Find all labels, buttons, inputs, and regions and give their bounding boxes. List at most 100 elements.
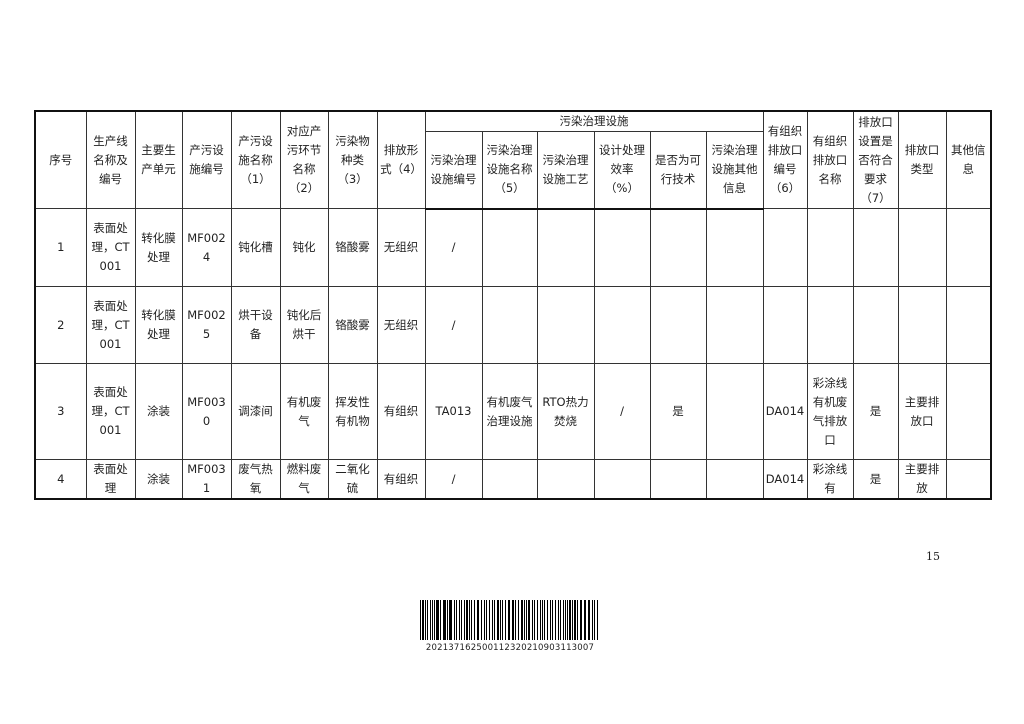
barcode-bar: [591, 600, 593, 640]
column-group-header: 污染治理设施: [424, 110, 764, 132]
table-cell: [705, 363, 764, 460]
table-cell: 钝化: [279, 208, 329, 287]
column-subheader: 是否为可行技术: [649, 131, 707, 210]
barcode-bar: [583, 600, 585, 640]
barcode-bar: [579, 600, 582, 640]
table-cell: 调漆间: [230, 363, 281, 460]
table-cell: 挥发性有机物: [327, 363, 378, 460]
barcode-bar: [453, 600, 455, 640]
table-cell: RTO热力焚烧: [536, 363, 595, 460]
barcode-bar: [464, 600, 466, 640]
column-header: 生产线名称及编号: [85, 110, 136, 209]
barcode-bar: [446, 600, 448, 640]
barcode-bar: [576, 600, 578, 640]
barcode-bar: [486, 600, 488, 640]
barcode-bar: [566, 600, 569, 640]
table-cell: [481, 286, 538, 364]
column-header: 排放形式（4）: [376, 110, 426, 209]
barcode-bar: [466, 600, 468, 640]
barcode-bar: [489, 600, 490, 640]
barcode-bar: [459, 600, 460, 640]
column-subheader: 污染治理设施编号: [424, 131, 483, 210]
table-cell: [593, 208, 651, 287]
table-cell: [945, 363, 992, 460]
table-cell: 钝化槽: [230, 208, 281, 287]
table-cell: [806, 286, 854, 364]
table-cell: 转化膜处理: [134, 208, 183, 287]
barcode-bar: [497, 600, 499, 640]
column-header: 有组织排放口名称: [806, 110, 854, 209]
table-cell: DA014: [762, 363, 808, 460]
column-subheader: 污染治理设施名称（5）: [481, 131, 538, 210]
table-cell: [649, 286, 707, 364]
barcode-bar: [450, 600, 452, 640]
column-header: 主要生产单元: [134, 110, 183, 209]
table-cell: [705, 208, 764, 287]
table-cell: 废气热氧: [230, 459, 281, 500]
table-cell: 有机废气治理设施: [481, 363, 538, 460]
barcode-bar: [444, 600, 446, 640]
barcode-bar: [480, 600, 482, 640]
barcode-bar: [439, 600, 441, 640]
barcode-bar: [517, 600, 520, 640]
table-cell: 烘干设备: [230, 286, 281, 364]
barcode-bar: [427, 600, 428, 640]
table-cell: [897, 286, 947, 364]
table-cell: 表面处理，CT001: [85, 286, 136, 364]
column-header: 序号: [34, 110, 87, 209]
barcode-bar: [504, 600, 507, 640]
barcode-bar: [513, 600, 514, 640]
table-cell: MF0024: [181, 208, 232, 287]
table-row: 1 表面处理，CT001 转化膜处理 MF0024 钝化槽 钝化 铬酸雾 无组织 /: [34, 208, 992, 287]
barcode-bar: [429, 600, 431, 640]
barcode-bar: [564, 600, 566, 640]
table-cell: 燃料废气: [279, 459, 329, 500]
barcode-bar: [539, 600, 541, 640]
table-cell: [806, 208, 854, 287]
page-number: 15: [926, 550, 940, 563]
table-cell: [649, 459, 707, 500]
barcode-bar: [558, 600, 560, 640]
barcode-bar: [551, 600, 554, 640]
table-cell: 表面处理: [85, 459, 136, 500]
barcode-bar: [593, 600, 595, 640]
barcode-bar: [420, 600, 422, 640]
barcode-bar: [493, 600, 496, 640]
barcode-bar: [514, 600, 516, 640]
barcode-bar: [588, 600, 590, 640]
barcode-bar: [434, 600, 435, 640]
table-cell: 无组织: [376, 286, 426, 364]
table-cell: [593, 459, 651, 500]
table-cell: /: [593, 363, 651, 460]
table-cell: 有机废气: [279, 363, 329, 460]
barcode-bar: [477, 600, 479, 640]
table-cell: 转化膜处理: [134, 286, 183, 364]
barcode-bar: [528, 600, 530, 640]
column-subheader: 污染治理设施工艺: [536, 131, 595, 210]
barcode-bar: [546, 600, 549, 640]
table-cell: [481, 208, 538, 287]
barcode-bar: [560, 600, 561, 640]
column-header: 排放口设置是否符合要求（7）: [852, 110, 899, 209]
table-cell: 有组织: [376, 363, 426, 460]
barcode-bar: [437, 600, 439, 640]
table-cell: 彩涂线有: [806, 459, 854, 500]
barcode-bar: [511, 600, 513, 640]
table-cell: 表面处理，CT001: [85, 208, 136, 287]
barcode-bar: [555, 600, 557, 640]
table-cell: 是: [649, 363, 707, 460]
table-cell: [945, 286, 992, 364]
barcode-bar: [456, 600, 458, 640]
table-cell: 4: [34, 459, 87, 500]
barcode-bar: [542, 600, 544, 640]
table-cell: [536, 286, 595, 364]
table-cell: [705, 286, 764, 364]
table-row: 3 表面处理，CT001 涂装 MF0030 调漆间 有机废气 挥发性有机物 有组织 TA013…: [34, 363, 992, 460]
barcode-bar: [585, 600, 587, 640]
barcode-bar: [435, 600, 437, 640]
barcode-bar: [531, 600, 534, 640]
table-cell: 钝化后烘干: [279, 286, 329, 364]
barcode-bar: [521, 600, 523, 640]
barcode-number: 202137162500112320210903113007: [425, 643, 595, 653]
barcode-bar: [571, 600, 573, 640]
